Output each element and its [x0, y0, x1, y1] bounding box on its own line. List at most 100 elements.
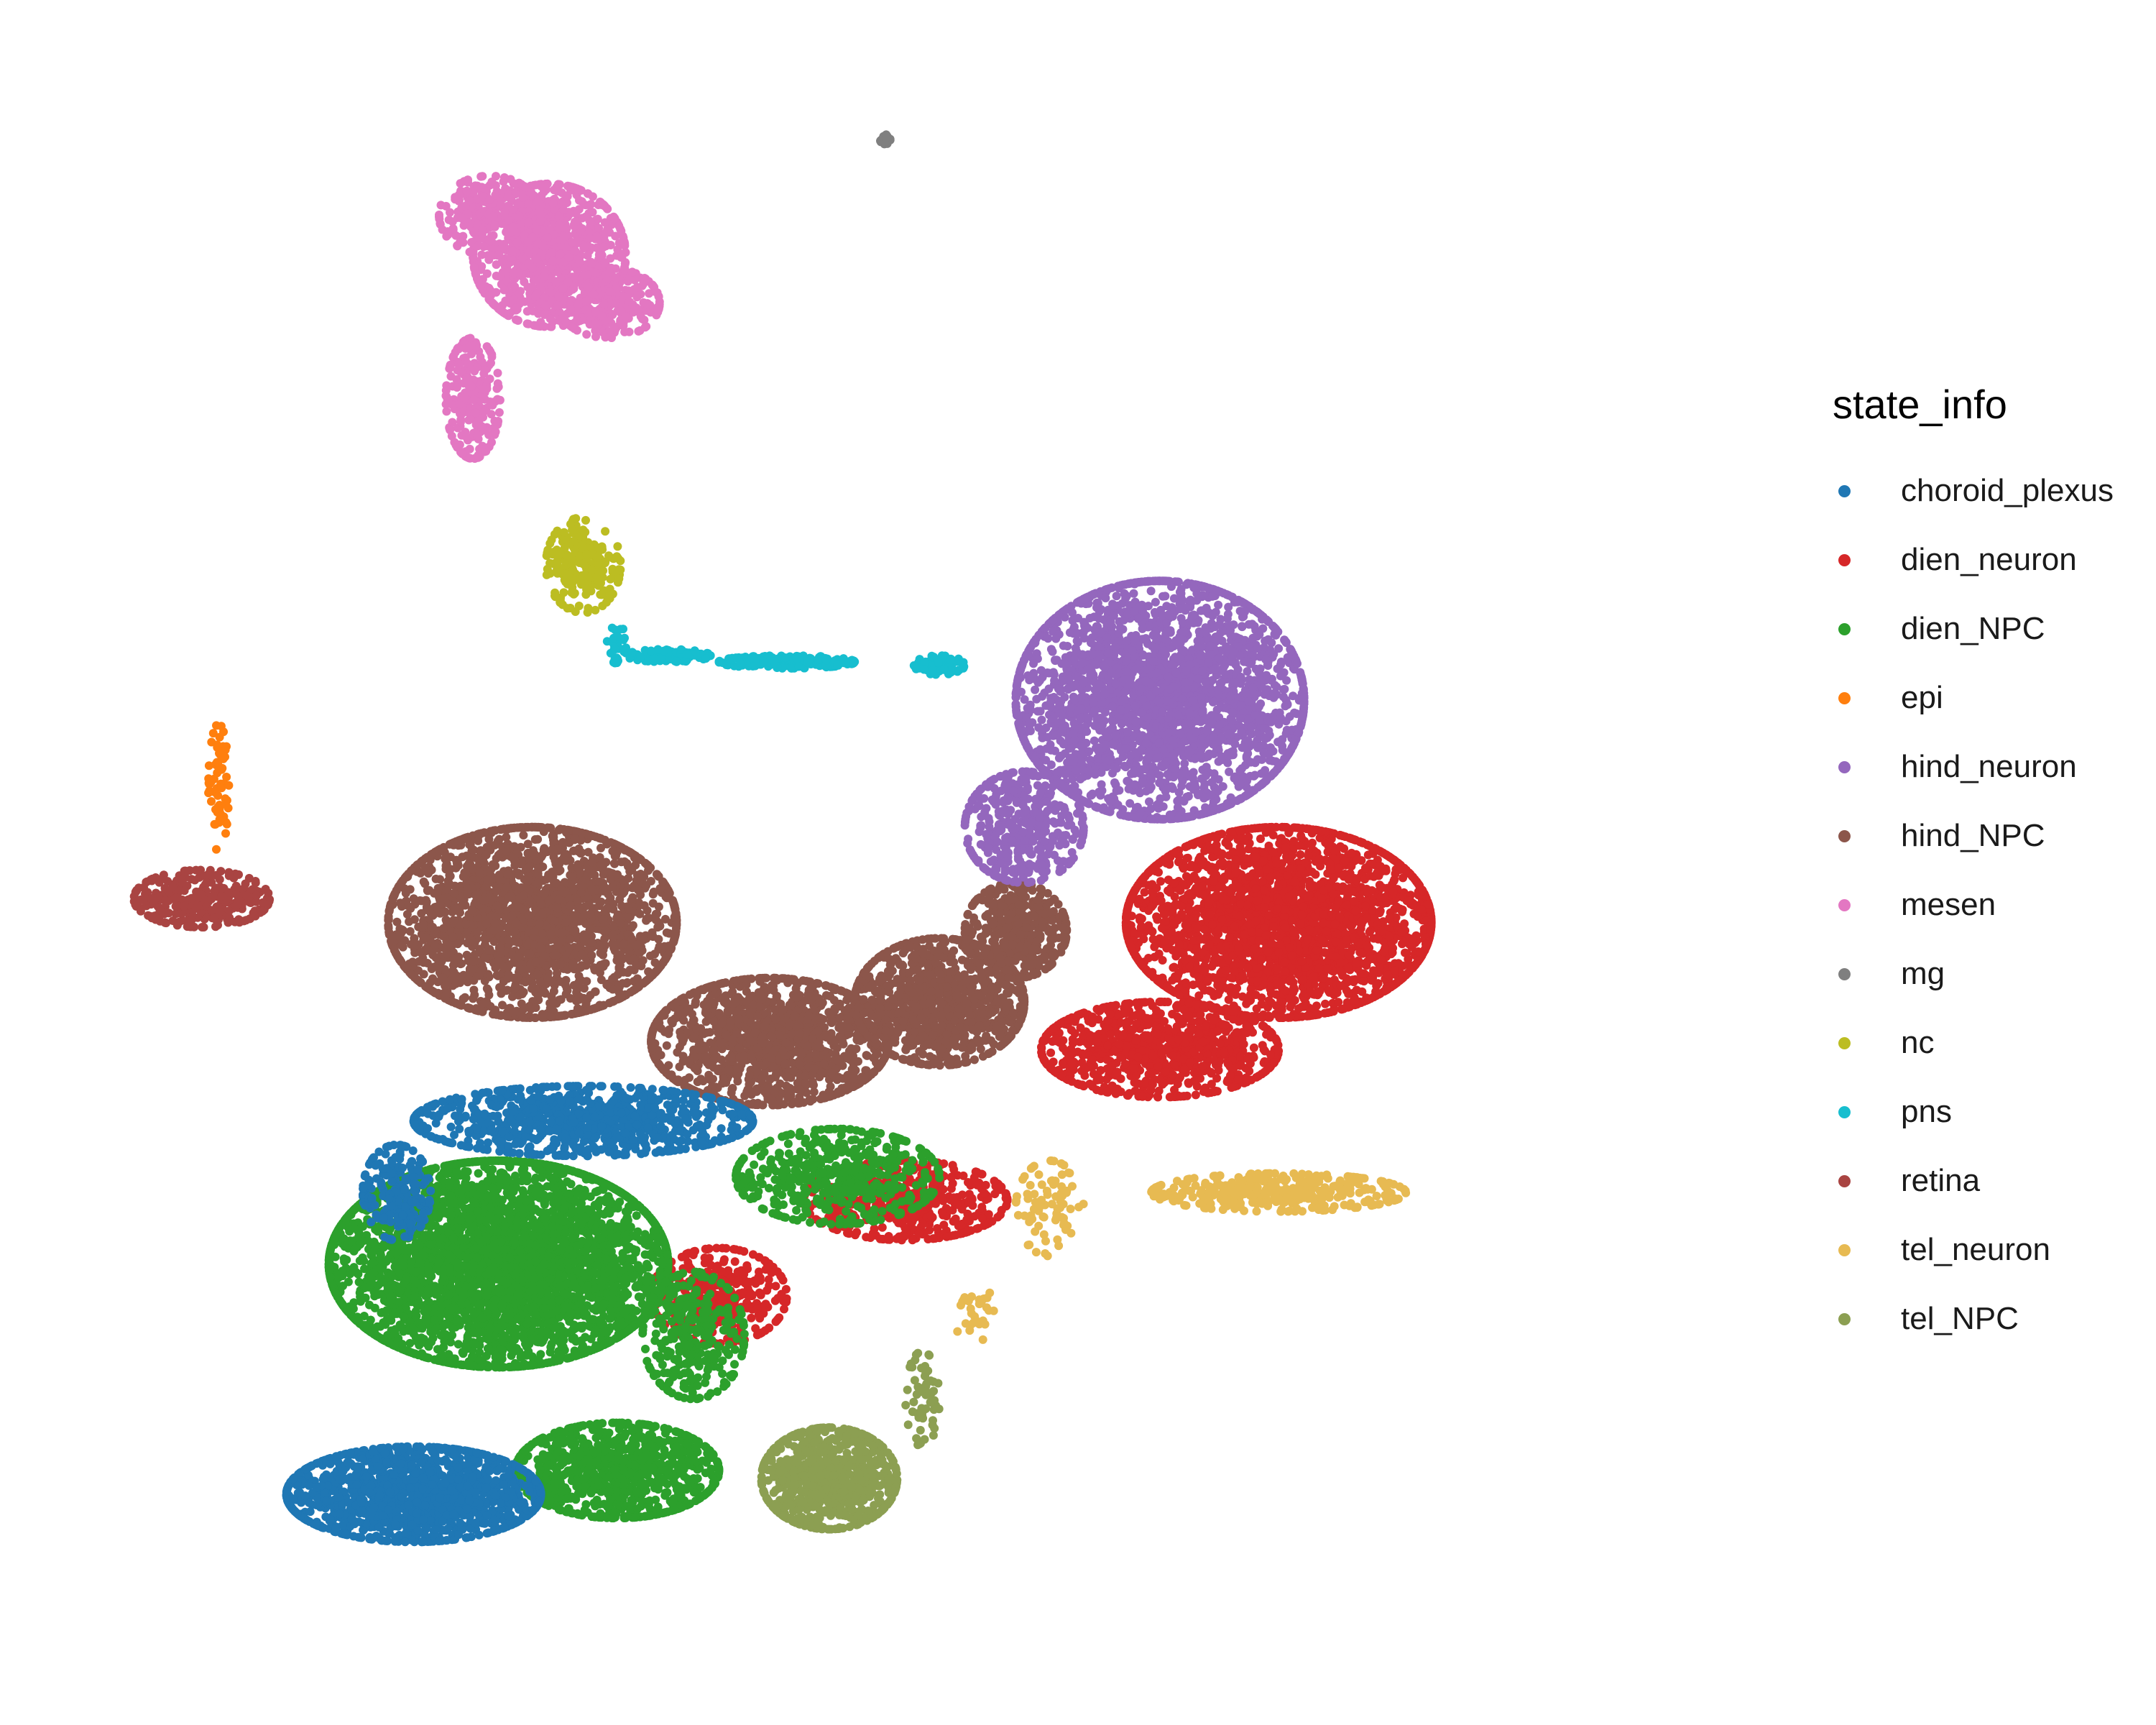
data-point: [672, 657, 681, 666]
data-point: [487, 359, 495, 368]
data-point: [584, 189, 593, 198]
data-point: [471, 270, 481, 280]
data-point: [553, 559, 562, 569]
data-point: [449, 916, 459, 925]
data-point: [222, 796, 231, 805]
data-point: [499, 285, 509, 295]
data-point: [495, 272, 505, 281]
data-point: [555, 180, 563, 189]
data-point: [536, 899, 545, 908]
data-point: [180, 886, 189, 896]
data-point: [448, 418, 457, 427]
data-point: [132, 887, 141, 896]
data-point: [207, 797, 216, 806]
data-point: [580, 242, 589, 251]
data-point: [136, 895, 145, 904]
data-point: [466, 334, 475, 343]
data-point: [522, 307, 532, 316]
data-point: [619, 967, 628, 977]
data-point: [648, 932, 658, 942]
data-point: [456, 418, 465, 427]
data-point: [451, 863, 461, 873]
data-point: [608, 564, 617, 574]
data-point: [646, 877, 655, 886]
data-point: [619, 292, 627, 300]
data-point: [533, 226, 542, 235]
data-point: [178, 875, 187, 884]
data-point: [242, 891, 252, 901]
data-point: [606, 574, 615, 584]
data-point: [650, 949, 659, 959]
data-point: [571, 514, 581, 523]
data-point: [596, 960, 605, 970]
data-point: [222, 773, 231, 781]
data-point: [211, 883, 220, 893]
data-point: [553, 301, 563, 310]
data-point: [171, 902, 180, 911]
data-point: [553, 187, 562, 196]
data-point: [222, 819, 231, 829]
data-point: [609, 943, 619, 952]
data-point: [627, 267, 637, 277]
data-point: [507, 911, 517, 921]
data-point: [634, 326, 643, 336]
data-point: [258, 898, 267, 907]
data-point: [576, 963, 585, 972]
data-point: [441, 400, 451, 409]
data-point: [453, 939, 462, 949]
data-point: [428, 922, 436, 932]
data-point: [510, 927, 520, 937]
data-point: [216, 722, 226, 731]
data-point: [433, 889, 442, 898]
data-point: [591, 332, 600, 341]
data-point: [217, 765, 226, 774]
data-point: [476, 966, 486, 975]
data-point: [471, 408, 480, 418]
data-point: [579, 984, 589, 993]
data-point: [579, 559, 588, 569]
data-point: [568, 566, 578, 575]
data-point: [803, 657, 811, 666]
data-point: [512, 238, 522, 247]
data-point: [573, 903, 583, 913]
data-point: [600, 934, 609, 944]
data-point: [478, 999, 487, 1008]
data-point: [553, 941, 563, 950]
data-point: [770, 657, 779, 666]
data-point: [597, 567, 607, 576]
data-point: [576, 888, 586, 897]
data-point: [568, 238, 577, 247]
data-point: [586, 909, 595, 919]
data-point: [179, 901, 188, 911]
data-point: [457, 213, 466, 223]
data-point: [524, 218, 533, 227]
data-point: [954, 666, 964, 675]
data-point: [683, 650, 692, 659]
data-point: [538, 862, 548, 871]
series-mg: [876, 130, 895, 149]
data-point: [575, 196, 584, 205]
data-point: [401, 888, 410, 898]
data-point: [556, 548, 565, 558]
data-point: [645, 289, 654, 298]
data-point: [490, 919, 499, 928]
data-point: [520, 231, 529, 240]
data-point: [477, 250, 487, 259]
data-point: [489, 1010, 498, 1018]
data-point: [559, 528, 568, 537]
data-point: [384, 923, 393, 932]
data-point: [160, 918, 170, 927]
data-point: [466, 454, 475, 463]
data-point: [512, 303, 521, 312]
data-point: [576, 579, 586, 588]
data-point: [528, 282, 537, 291]
data-point: [430, 941, 440, 950]
data-point: [505, 824, 514, 833]
data-point: [596, 843, 605, 852]
data-point: [496, 305, 505, 315]
data-point: [559, 206, 568, 214]
data-point: [519, 831, 528, 840]
data-point: [511, 983, 520, 993]
data-point: [564, 252, 573, 262]
data-point: [484, 990, 494, 1000]
